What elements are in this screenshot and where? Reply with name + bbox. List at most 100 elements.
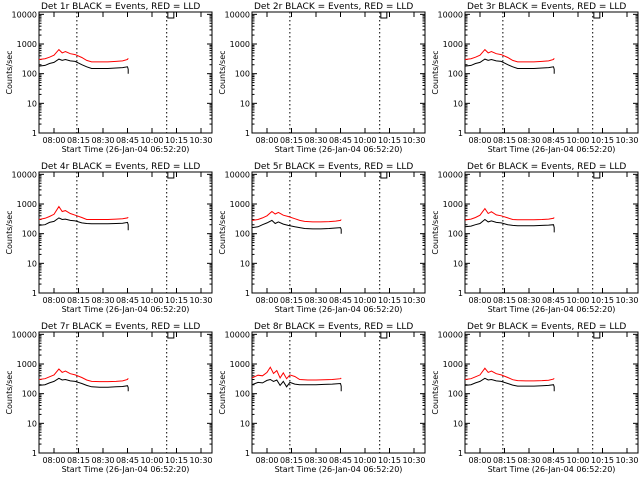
y-tick-label: 1000 [17,360,37,369]
flag-marker [380,331,388,339]
y-axis-label: Counts/sec [431,210,440,254]
y-tick-label: 10000 [12,170,37,179]
y-axis-label: Counts/sec [218,50,227,94]
y-axis-label: Counts/sec [5,210,14,254]
y-tick-label: 1 [32,129,37,138]
y-tick-label: 1 [245,449,250,458]
x-axis-label: Start Time (26-Jan-04 06:52:20) [275,465,403,474]
x-axis-label: Start Time (26-Jan-04 06:52:20) [488,465,616,474]
y-tick-label: 1000 [443,200,463,209]
chart-panel: Det 8r BLACK = Events, RED = LLD 1 10 100 10… [218,322,426,474]
lld-series-line [464,207,555,221]
x-tick-label: 08:15 [493,136,516,145]
y-tick-label: 1 [245,129,250,138]
panel-title: Det 8r BLACK = Events, RED = LLD [254,322,413,332]
y-tick-label: 10000 [12,10,37,19]
x-tick-label: 10:30 [189,456,212,465]
x-tick-label: 08:45 [116,136,139,145]
x-tick-label: 08:45 [542,136,565,145]
x-tick-label: 08:00 [255,456,278,465]
y-tick-label: 1000 [17,40,37,49]
y-tick-label: 10 [240,99,250,108]
x-axis-label: Start Time (26-Jan-04 06:52:20) [275,305,403,314]
x-tick-label: 10:15 [165,456,188,465]
x-tick-label: 08:15 [67,296,90,305]
y-tick-label: 10000 [225,10,250,19]
x-tick-label: 08:15 [493,456,516,465]
events-series-line [38,217,129,231]
flag-marker [167,331,175,339]
x-tick-label: 08:00 [255,136,278,145]
x-tick-label: 10:30 [189,136,212,145]
y-axis-label: Counts/sec [431,50,440,94]
y-tick-label: 1000 [17,200,37,209]
flag-marker [380,171,388,179]
y-tick-label: 10000 [225,330,250,339]
chart-panel: Det 1r BLACK = Events, RED = LLD 1 10 100 10… [5,2,213,154]
x-tick-label: 10:30 [402,456,425,465]
x-tick-label: 08:30 [91,296,114,305]
panel-title: Det 5r BLACK = Events, RED = LLD [254,162,413,172]
x-tick-label: 08:30 [91,136,114,145]
x-axis-label: Start Time (26-Jan-04 06:52:20) [62,145,190,154]
x-tick-label: 08:15 [280,456,303,465]
y-tick-label: 100 [22,390,37,399]
x-tick-label: 10:15 [591,296,614,305]
x-axis-label: Start Time (26-Jan-04 06:52:20) [62,465,190,474]
x-tick-label: 10:15 [378,296,401,305]
plot-frame [464,11,639,134]
y-tick-label: 100 [22,230,37,239]
chart-panel: Det 3r BLACK = Events, RED = LLD 1 10 100 10… [431,2,639,154]
events-series-line [38,58,129,74]
chart-panel: Det 6r BLACK = Events, RED = LLD 1 10 100 10… [431,162,639,314]
x-tick-label: 08:30 [91,456,114,465]
y-tick-label: 10 [453,259,463,268]
plot-frame [464,171,639,294]
y-axis-label: Counts/sec [5,50,14,94]
plot-frame [251,11,426,134]
y-tick-label: 10000 [12,330,37,339]
x-tick-label: 10:00 [353,296,376,305]
x-tick-label: 08:45 [329,456,352,465]
flag-marker [593,331,601,339]
flag-marker [167,11,175,19]
x-tick-label: 08:15 [67,456,90,465]
y-tick-label: 1000 [230,200,250,209]
lld-series-line [464,367,555,382]
panel-title: Det 7r BLACK = Events, RED = LLD [41,322,200,332]
y-tick-label: 100 [235,390,250,399]
y-tick-label: 10 [27,259,37,268]
events-series-line [38,377,129,392]
x-tick-label: 08:30 [517,456,540,465]
x-tick-label: 08:15 [280,296,303,305]
x-tick-label: 08:00 [468,136,491,145]
events-series-line [464,218,555,233]
lld-series-line [38,48,129,63]
lld-series-line [38,368,129,383]
y-axis-label: Counts/sec [218,210,227,254]
x-tick-label: 08:00 [468,296,491,305]
events-series-line [251,219,342,234]
chart-panel: Det 4r BLACK = Events, RED = LLD 1 10 100 10… [5,162,213,314]
x-tick-label: 08:45 [329,296,352,305]
y-tick-label: 1 [458,289,463,298]
x-tick-label: 08:00 [42,296,65,305]
x-tick-label: 10:00 [140,456,163,465]
x-tick-label: 10:30 [615,296,638,305]
flag-marker [380,11,388,19]
y-tick-label: 1000 [443,40,463,49]
y-tick-label: 1 [458,449,463,458]
y-tick-label: 10000 [438,330,463,339]
lld-series-line [38,205,129,220]
y-tick-label: 100 [448,390,463,399]
x-tick-label: 10:00 [566,296,589,305]
x-tick-label: 10:15 [165,296,188,305]
y-tick-label: 1000 [443,360,463,369]
x-tick-label: 10:15 [378,136,401,145]
x-tick-label: 10:15 [165,136,188,145]
lld-series-line [251,210,342,223]
plot-frame [464,331,639,454]
y-tick-label: 10 [27,419,37,428]
flag-marker [593,11,601,19]
